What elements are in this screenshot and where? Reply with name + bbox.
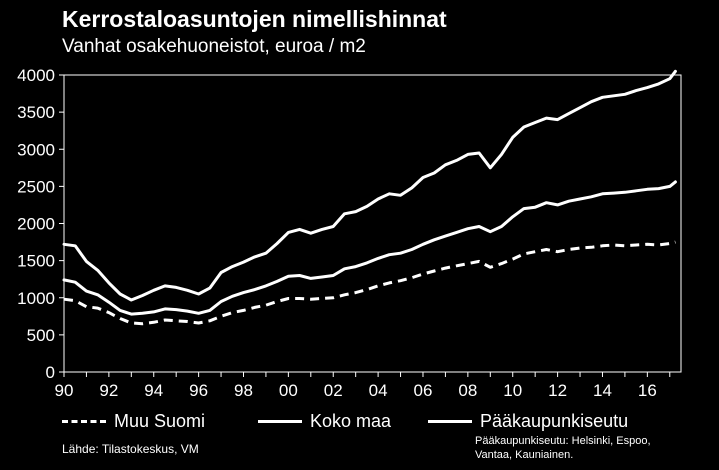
series-line-p-kaupunkiseutu (62, 69, 677, 302)
chart-subtitle: Vanhat osakehuoneistot, euroa / m2 (62, 36, 366, 57)
y-tick-label: 0 (46, 363, 55, 382)
y-tick-label: 1500 (17, 252, 55, 271)
legend-label: Koko maa (310, 410, 392, 431)
x-tick-label: 94 (144, 381, 163, 400)
x-tick-label: 12 (548, 381, 567, 400)
y-axis: 0 500 1000 1500 2000 2500 3000 3500 4000 (17, 66, 64, 382)
series-line-muu-suomi (63, 240, 676, 326)
x-tick-label: 10 (503, 381, 522, 400)
legend-item-koko-maa: Koko maa (258, 410, 391, 432)
legend-swatch-solid (428, 419, 472, 423)
x-tick-label: 06 (414, 381, 433, 400)
x-tick-label: 08 (458, 381, 477, 400)
series-layer (62, 69, 677, 326)
legend-label: Muu Suomi (114, 410, 206, 431)
y-tick-label: 4000 (17, 66, 55, 85)
legend-swatch-solid (258, 419, 302, 423)
chart-title: Kerrostaloasuntojen nimellishinnat (62, 6, 447, 32)
x-tick-label: 02 (324, 381, 343, 400)
legend-swatch-dashed (62, 419, 106, 423)
y-tick-label: 2000 (17, 215, 55, 234)
x-tick-label: 98 (234, 381, 253, 400)
legend-item-muu-suomi: Muu Suomi (62, 410, 205, 432)
y-tick-label: 3500 (17, 103, 55, 122)
x-tick-label: 90 (55, 381, 74, 400)
legend-item-paakaupunkiseutu: Pääkaupunkiseutu (428, 410, 628, 432)
x-tick-label: 04 (369, 381, 388, 400)
y-tick-label: 1000 (17, 289, 55, 308)
x-tick-label: 96 (189, 381, 208, 400)
y-tick-label: 500 (27, 326, 55, 345)
series-line-koko-maa (62, 180, 677, 316)
x-tick-label: 16 (638, 381, 657, 400)
y-tick-label: 2500 (17, 177, 55, 196)
source-note: Lähde: Tilastokeskus, VM (62, 442, 199, 456)
y-tick-label: 3000 (17, 140, 55, 159)
legend-label: Pääkaupunkiseutu (480, 410, 629, 431)
plot-area (63, 74, 682, 373)
x-tick-label: 14 (593, 381, 612, 400)
x-axis: 90 92 94 96 98 00 02 04 06 08 10 12 14 16 (55, 372, 671, 400)
x-tick-label: 00 (279, 381, 298, 400)
region-note: Pääkaupunkiseutu: Helsinki, Espoo, Vanta… (475, 435, 651, 461)
x-tick-label: 92 (99, 381, 118, 400)
